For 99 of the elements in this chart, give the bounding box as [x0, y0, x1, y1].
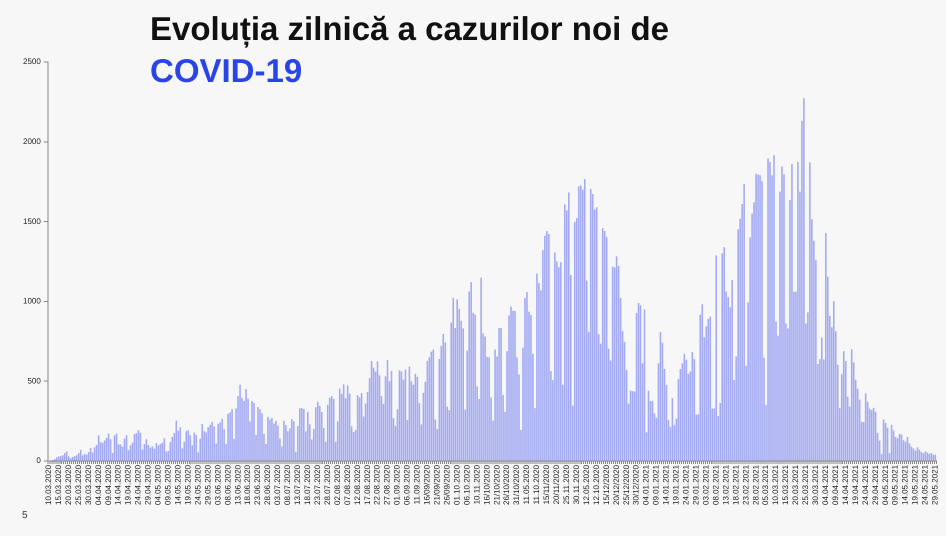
y-tick-label: 1500 — [23, 216, 42, 226]
y-tick-label: 0 — [36, 456, 42, 466]
x-tick-label: 29.04.2020 — [144, 464, 153, 506]
x-tick-label: 29.05.2020 — [203, 464, 212, 506]
x-tick-label: 21/09/2020 — [432, 464, 442, 506]
x-tick-label: 28.02.2021 — [751, 464, 760, 506]
x-tick-label: 25.03.2020 — [74, 464, 83, 506]
x-tick-label: 19.04.2020 — [124, 464, 133, 506]
x-tick-label: 30.03.2021 — [811, 464, 820, 506]
x-tick-label: 20/12/2020 — [612, 464, 621, 506]
x-tick-label: 30.03.2020 — [84, 464, 93, 506]
x-tick-label: 23.07.2020 — [312, 464, 322, 506]
x-tick-label: 15.03.2021 — [781, 464, 790, 506]
x-tick-label: 16/10/2020 — [482, 464, 492, 506]
x-tick-label: 16/09/2020 — [422, 464, 432, 506]
x-tick-label: 19.04.2021 — [850, 464, 860, 506]
y-tick-label: 2000 — [23, 136, 42, 146]
x-tick-label: 06.09.2020 — [402, 464, 412, 506]
x-tick-label: 09.04.2021 — [830, 464, 840, 506]
x-tick-label: 10.03.2020 — [44, 464, 53, 506]
x-tick-label: 19.05.2020 — [183, 464, 192, 506]
x-tick-label: 25.03.2021 — [801, 464, 810, 506]
x-tick-label: 29.04.2021 — [870, 464, 880, 506]
x-tick-label: 28.07.2020 — [322, 464, 332, 506]
x-tick-label: 07.08.2020 — [342, 464, 352, 506]
chart-title: Evoluția zilnică a cazurilor noi de — [150, 10, 669, 48]
x-tick-label: 11.05.2020 — [522, 464, 532, 504]
y-tick-label: 2500 — [23, 57, 42, 66]
x-tick-label: 04.04.2021 — [821, 464, 830, 506]
x-tick-label: 10.11.2020 — [472, 464, 482, 504]
x-tick-label: 14.04.2021 — [840, 464, 850, 506]
x-tick-label: 04.05.2020 — [154, 464, 163, 506]
x-tick-label: 31/10/2020 — [512, 464, 522, 506]
x-tick-label: 03.06.2020 — [213, 464, 222, 506]
x-tick-label: 20/11/2020 — [552, 464, 562, 504]
x-tick-label: 24.04.2021 — [860, 464, 870, 506]
x-tick-label: 22.08.2020 — [372, 464, 382, 506]
x-tick-label: 30/12/2020 — [632, 464, 641, 506]
x-tick-label: 25.11.2020 — [562, 464, 572, 504]
x-tick-label: 27.08.2020 — [382, 464, 392, 506]
x-tick-label: 09.04.2020 — [104, 464, 113, 506]
x-tick-label: 15.03.2020 — [54, 464, 63, 506]
x-tick-label: 30.11.2020 — [572, 464, 581, 504]
x-tick-label: 24.01.2021 — [682, 464, 691, 506]
x-tick-label: 12.10.2020 — [592, 464, 601, 506]
x-tick-label: 23.06.2020 — [253, 464, 262, 506]
x-tick-label: 15/12/2020 — [602, 464, 611, 506]
x-tick-label: 28.06.2020 — [263, 464, 272, 506]
x-tick-label: 14.01.2021 — [662, 464, 671, 506]
x-tick-label: 24.04.2020 — [134, 464, 143, 506]
x-tick-label: 25/12/2020 — [622, 464, 631, 506]
y-tick-label: 500 — [27, 376, 42, 386]
x-tick-label: 01.10.2020 — [452, 464, 462, 506]
x-tick-label: 06.10.2020 — [462, 464, 472, 506]
x-tick-label: 09.05.2021 — [890, 464, 900, 506]
x-tick-label: 20.03.2021 — [791, 464, 800, 506]
x-tick-label: 14.04.2020 — [114, 464, 123, 506]
x-tick-label: 24.05.2021 — [920, 464, 930, 506]
text: 5 — [22, 510, 28, 521]
x-tick-label: 15/11/2020 — [542, 464, 552, 504]
x-tick-label: 14.05.2020 — [174, 464, 182, 506]
x-tick-label: 12.08.2020 — [352, 464, 362, 506]
x-tick-label: 08.06.2020 — [223, 464, 232, 506]
x-tick-label: 13.02.2021 — [721, 464, 730, 506]
x-tick-label: 01.09.2020 — [392, 464, 402, 506]
x-tick-label: 09.05.2020 — [164, 464, 173, 506]
x-tick-label: 12.05.2020 — [582, 464, 591, 506]
x-tick-label: 21/10/2020 — [492, 464, 502, 506]
x-tick-label: 13.07.2020 — [293, 464, 302, 506]
x-tick-label: 18.07.2020 — [303, 464, 312, 506]
x-tick-label: 08.07.2020 — [283, 464, 292, 506]
x-tick-label: 04.04.2020 — [94, 464, 103, 506]
x-tick-label: 14.05.2021 — [900, 464, 910, 506]
x-tick-label: 18.06.2020 — [243, 464, 252, 506]
x-tick-label: 19.05.2021 — [910, 464, 920, 506]
x-tick-label: 17.08.2020 — [362, 464, 372, 506]
chart-subtitle: COVID-19 — [150, 52, 302, 90]
x-tick-label: 10.03.2021 — [771, 464, 780, 506]
x-tick-label: 11.09.2020 — [412, 464, 422, 504]
x-tick-label: 13.06.2020 — [233, 464, 242, 506]
x-tick-label: 18.02.2021 — [731, 464, 740, 506]
x-tick-label: 26/09/2020 — [442, 464, 452, 506]
x-tick-label: 04.01.2021 — [642, 464, 651, 506]
y-tick-label: 1000 — [23, 296, 42, 306]
x-tick-label: 23.02.2021 — [741, 464, 750, 506]
x-tick-label: 04.05.2021 — [880, 464, 890, 506]
x-tick-label: 19.01.2021 — [672, 464, 681, 506]
x-tick-label: 08.02.2021 — [711, 464, 720, 506]
x-tick-label: 11.10.2020 — [532, 464, 542, 504]
x-tick-label: 09.01.2021 — [652, 464, 661, 506]
x-tick-label: 26/10/2020 — [502, 464, 512, 506]
x-tick-label: 02.08.2020 — [332, 464, 342, 506]
x-tick-label: 29.05.2021 — [930, 464, 940, 506]
x-tick-label: 29.01.2021 — [692, 464, 701, 506]
x-tick-label: 05.03.2021 — [761, 464, 770, 506]
x-tick-label: 03.02.2021 — [701, 464, 710, 506]
x-tick-label: 24.05.2020 — [193, 464, 202, 506]
x-tick-label: 20.03.2020 — [64, 464, 73, 506]
x-tick-label: 03.07.2020 — [273, 464, 282, 506]
